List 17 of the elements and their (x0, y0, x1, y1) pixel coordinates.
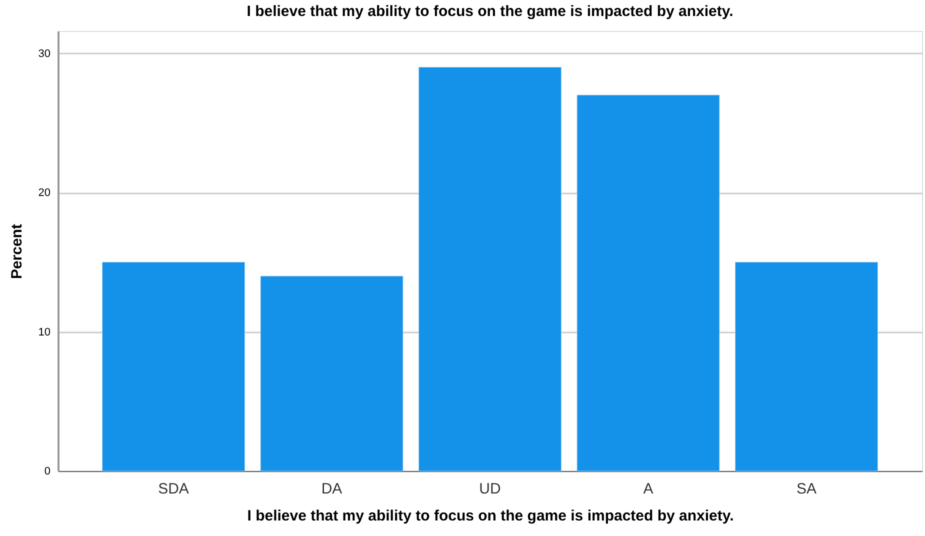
bar (260, 276, 404, 472)
y-tick-label: 20 (38, 187, 50, 200)
bar (735, 262, 878, 472)
y-tick-label: 0 (44, 466, 50, 478)
bar (418, 66, 562, 472)
chart-title: I believe that my ability to focus on the game is impacted by anxiety. (246, 3, 734, 20)
bar (576, 94, 720, 472)
x-tick-label: UD (479, 480, 501, 498)
bar (102, 262, 245, 472)
x-tick-label: SA (796, 480, 816, 498)
x-tick-label: DA (321, 480, 342, 498)
y-tick-label: 30 (38, 48, 50, 60)
x-tick-label: SDA (158, 480, 189, 498)
y-tick-label: 10 (38, 326, 50, 338)
x-tick-label: A (643, 480, 654, 498)
y-axis-title: Percent (8, 224, 26, 280)
x-axis-title: I believe that my ability to focus on the game is impacted by anxiety. (247, 508, 734, 524)
